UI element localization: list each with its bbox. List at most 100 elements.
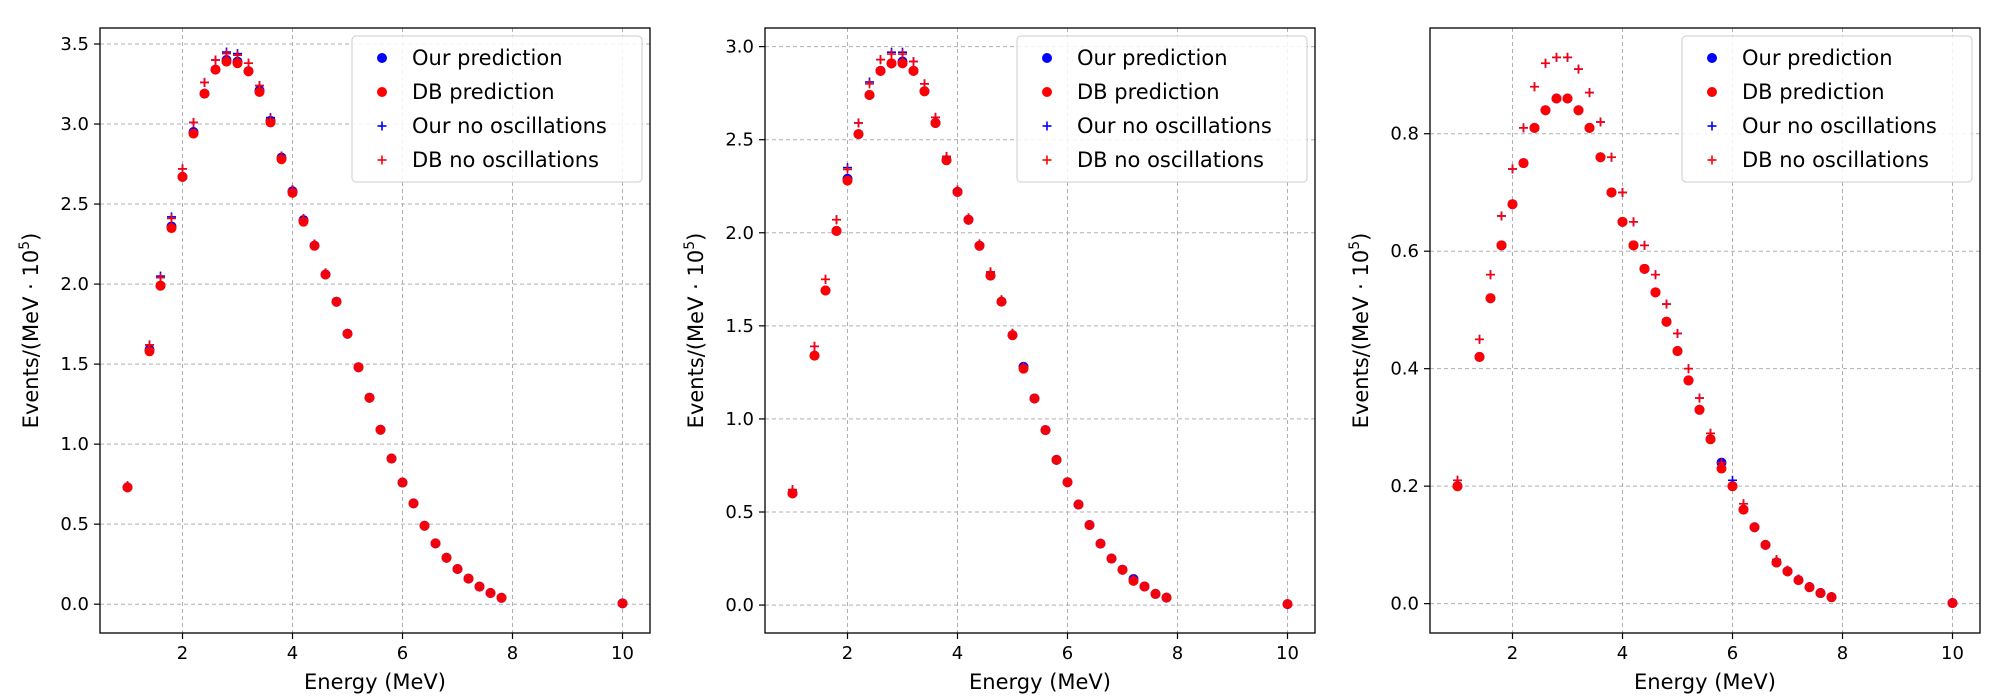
data-point-plus — [123, 481, 132, 491]
chart-panel-1: 2 4 6 8 10 0.0 0.5 1.0 1.5 2.0 2.5 3.0 3.5 Energy (Me… — [0, 0, 660, 700]
data-point-plus — [920, 79, 929, 89]
y-tick-label: 0.0 — [725, 595, 754, 616]
legend: Our prediction DB prediction Our no oscill… — [351, 35, 643, 183]
data-point-plus — [321, 268, 330, 278]
data-point — [243, 66, 254, 77]
data-point-plus — [343, 329, 352, 339]
data-point-plus — [1151, 589, 1160, 599]
data-point-plus — [442, 553, 451, 563]
data-point-plus — [1794, 574, 1803, 584]
data-point-plus — [1783, 565, 1792, 575]
legend-entry-label: DB prediction — [1742, 80, 1885, 104]
legend-entry-label: DB prediction — [1077, 80, 1220, 104]
data-point-plus — [1563, 52, 1572, 62]
legend-marker — [1042, 87, 1052, 97]
data-point — [1485, 293, 1496, 304]
data-point-plus — [1052, 455, 1061, 465]
data-point-plus — [1019, 362, 1028, 372]
plot-frame — [764, 27, 1316, 634]
data-point-plus — [1475, 334, 1484, 344]
data-point-plus — [843, 164, 852, 174]
data-point-plus — [1662, 299, 1671, 309]
data-point — [1507, 199, 1518, 210]
data-point-plus — [887, 49, 896, 59]
data-point — [842, 175, 853, 186]
data-point — [1562, 93, 1573, 104]
y-tick-label: 2.0 — [725, 223, 754, 244]
data-point-plus — [453, 564, 462, 574]
data-point — [1452, 481, 1463, 492]
data-point-plus — [1640, 240, 1649, 250]
data-point-plus — [1805, 582, 1814, 592]
data-point — [1639, 263, 1650, 274]
x-tick-label: 6 — [1727, 643, 1738, 664]
chart-3-svg: 2 4 6 8 10 0.0 0.2 0.4 0.6 0.8 Energy (MeV) Events/… — [1347, 27, 1981, 694]
chart-panel-2: 2 4 6 8 10 0.0 0.5 1.0 1.5 2.0 2.5 3.0 Energy (MeV) E… — [665, 0, 1325, 700]
data-point-plus — [997, 295, 1006, 305]
data-point — [1529, 122, 1540, 133]
legend-entry-label: DB no oscillations — [412, 148, 599, 172]
chart-2-svg: 2 4 6 8 10 0.0 0.5 1.0 1.5 2.0 2.5 3.0 Energy (MeV) E… — [682, 27, 1316, 694]
data-point-plus — [1596, 117, 1605, 127]
data-point-plus — [1816, 587, 1825, 597]
y-tick-label: 1.5 — [725, 316, 754, 337]
data-point-plus — [1761, 540, 1770, 550]
data-point — [897, 58, 908, 69]
data-point — [210, 64, 221, 75]
chart-1-svg: 2 4 6 8 10 0.0 0.5 1.0 1.5 2.0 2.5 3.0 3.5 Energy (Me… — [17, 27, 651, 694]
data-point — [1540, 105, 1551, 116]
y-tick-label: 0.5 — [725, 502, 754, 523]
legend-marker — [1707, 53, 1717, 63]
data-point-plus — [387, 454, 396, 464]
legend: Our prediction DB prediction Our no oscill… — [1681, 35, 1973, 183]
data-point-plus — [618, 598, 627, 608]
legend-entry-label: Our prediction — [1077, 46, 1228, 70]
data-point-plus — [1008, 328, 1017, 338]
data-point-plus — [1162, 593, 1171, 603]
legend-entry-label: DB no oscillations — [1077, 148, 1264, 172]
data-point-plus — [178, 164, 187, 174]
data-point-plus — [876, 55, 885, 65]
data-point-plus — [233, 50, 242, 60]
data-point-plus — [1585, 88, 1594, 98]
data-point — [1584, 122, 1595, 133]
x-tick-label: 6 — [1062, 643, 1073, 664]
data-point-plus — [909, 57, 918, 67]
data-point-plus — [1607, 152, 1616, 162]
legend-marker — [377, 121, 387, 131]
data-point-plus — [854, 118, 863, 128]
data-point — [188, 128, 199, 139]
legend-marker — [1042, 155, 1052, 165]
y-tick-label: 1.0 — [60, 434, 89, 455]
data-point-plus — [145, 340, 154, 350]
data-point-plus — [1772, 555, 1781, 565]
data-point-plus — [1453, 475, 1462, 485]
plot-frame — [99, 27, 651, 634]
x-tick-label: 4 — [287, 643, 298, 664]
y-tick-label: 2.5 — [725, 130, 754, 151]
data-point-plus — [942, 151, 951, 161]
data-point — [1573, 105, 1584, 116]
x-tick-label: 8 — [1172, 643, 1183, 664]
legend-marker — [377, 53, 387, 63]
data-point — [232, 58, 243, 69]
data-point — [820, 285, 831, 296]
data-point-plus — [1096, 539, 1105, 549]
data-point-plus — [964, 213, 973, 223]
legend-entry-label: Our no oscillations — [1077, 114, 1272, 138]
legend-box — [1681, 35, 1973, 183]
data-point-plus — [821, 274, 830, 284]
data-point-plus — [1074, 500, 1083, 510]
data-point-plus — [788, 485, 797, 495]
data-point-plus — [1129, 574, 1138, 584]
data-point-plus — [365, 393, 374, 403]
data-point-plus — [1618, 187, 1627, 197]
data-point — [166, 223, 177, 234]
data-point — [1661, 316, 1672, 327]
legend-box — [1016, 35, 1308, 183]
data-point — [1672, 346, 1683, 357]
data-point-plus — [898, 49, 907, 59]
data-point — [1738, 504, 1749, 515]
x-axis-label: Energy (MeV) — [304, 670, 446, 694]
data-point — [1617, 216, 1628, 227]
